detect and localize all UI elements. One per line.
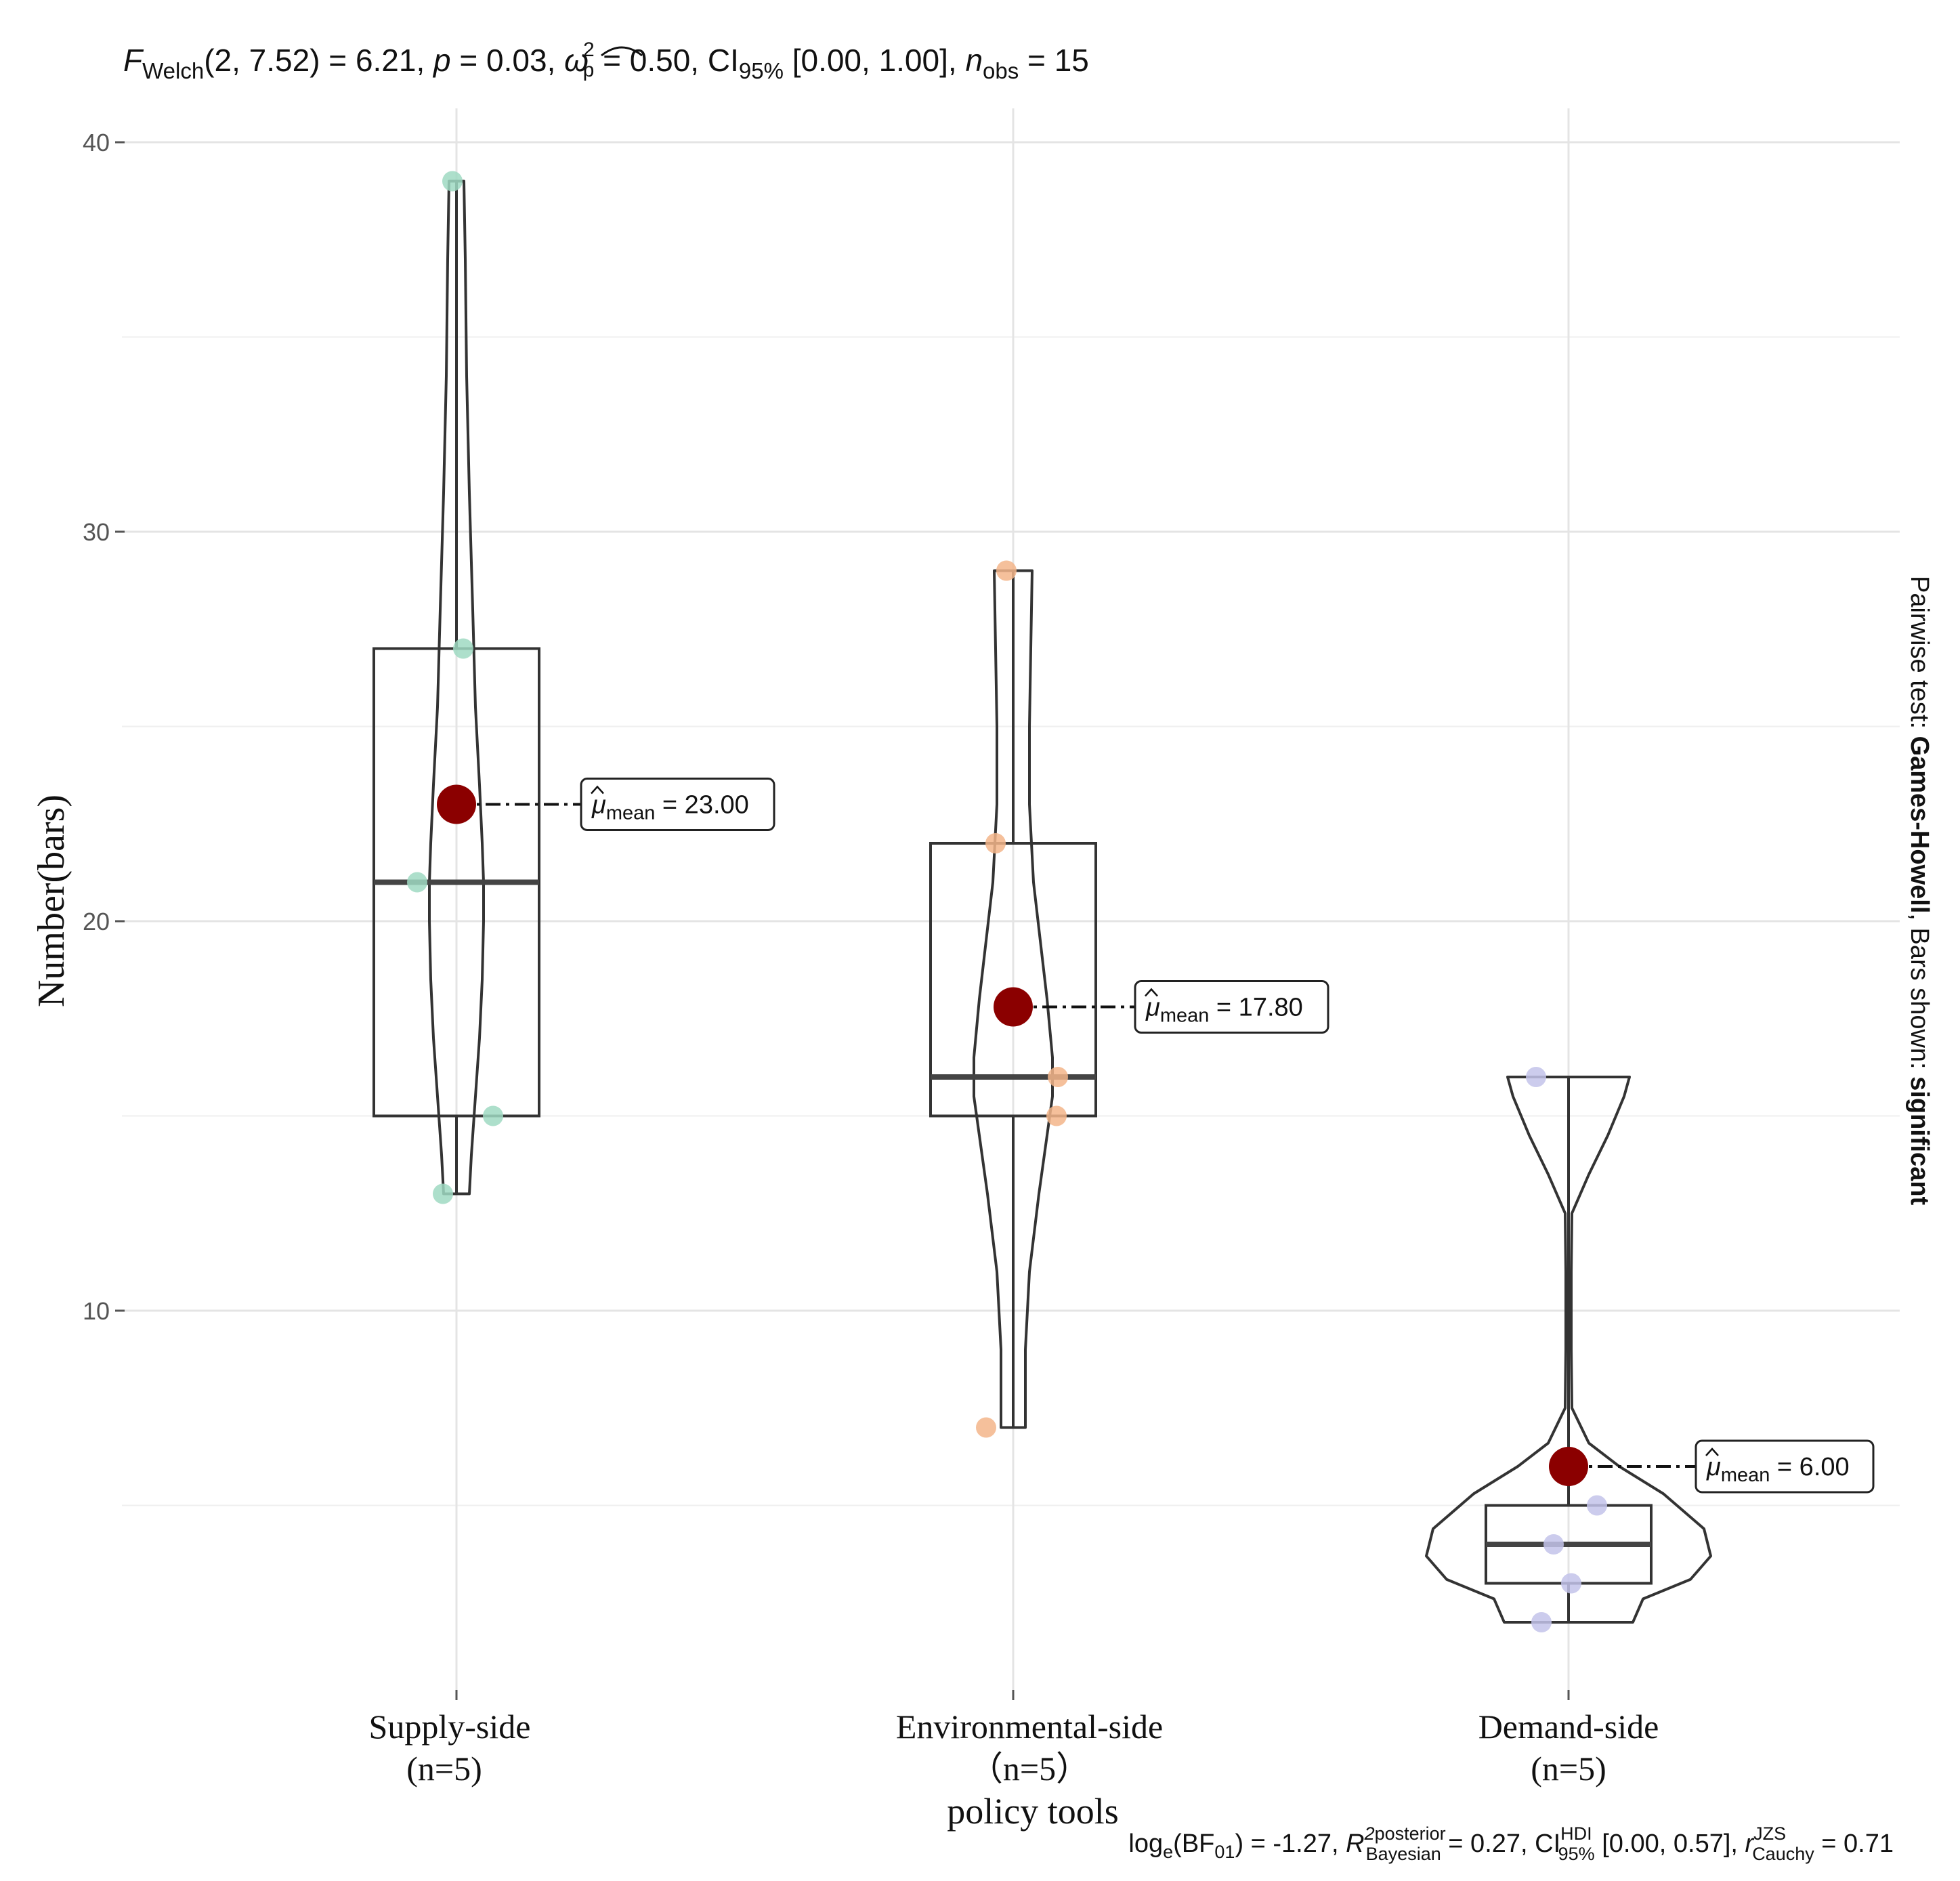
data-point (1587, 1495, 1607, 1516)
mean-label: μmean = 6.00 (1706, 1453, 1850, 1486)
x-category-n: (n=5) (406, 1750, 482, 1788)
data-point (483, 1105, 503, 1126)
violins (428, 179, 1712, 1624)
data-point (1543, 1534, 1564, 1555)
x-axis: Supply-side (n=5) Environmental-side （n=5） D… (369, 1690, 1659, 1788)
data-point (976, 1417, 996, 1438)
data-point (1046, 1105, 1067, 1126)
data-point (407, 872, 427, 893)
mu-hat-icon (1705, 1447, 1719, 1456)
y-tick-label: 40 (83, 129, 110, 156)
x-category-label: Environmental-side (896, 1708, 1163, 1746)
mean-markers: μmean = 23.00 μmean = 17.80 μmean = 6.00 (437, 778, 1875, 1494)
data-point (1531, 1612, 1552, 1632)
violin-3 (1425, 1076, 1712, 1624)
mu-hat-icon (1145, 988, 1158, 997)
grid-lines (122, 108, 1900, 1690)
y-tick-label: 30 (83, 518, 110, 546)
x-category-label: Demand-side (1478, 1708, 1659, 1746)
mean-label-box (1134, 980, 1329, 1034)
y-axis: 10 20 30 40 (83, 129, 125, 1325)
data-points (407, 171, 1607, 1632)
data-point (996, 560, 1017, 581)
mean-label: μmean = 23.00 (591, 791, 749, 824)
x-axis-title: policy tools (947, 1791, 1119, 1832)
data-point (1561, 1573, 1581, 1594)
chart-title-stats: FWelch(2, 7.52) = 6.21, p = 0.03, ω2 p = … (123, 39, 1089, 83)
mean-label-box (1695, 1439, 1875, 1494)
y-axis-title: Number(bars) (30, 795, 72, 1007)
x-category-label: Supply-side (369, 1708, 531, 1746)
data-point (985, 833, 1006, 853)
mu-hat-icon (591, 785, 604, 795)
mean-point (994, 987, 1033, 1027)
mean-point (437, 784, 476, 824)
data-point (433, 1183, 453, 1204)
mean-point (1549, 1447, 1588, 1486)
omega-hat-icon (601, 46, 643, 57)
mean-label: μmean = 17.80 (1145, 994, 1303, 1027)
mean-label-box (580, 778, 775, 831)
y-tick-label: 20 (83, 908, 110, 935)
data-point (1526, 1067, 1546, 1087)
data-point (1048, 1067, 1068, 1087)
x-category-n: (n=5) (1531, 1750, 1606, 1788)
y-tick-label: 10 (83, 1297, 110, 1325)
x-category-n: （n=5） (969, 1750, 1090, 1788)
violin-2 (973, 569, 1054, 1429)
bayesian-stats: loge(BF01) = -1.27, R2posterior Bayesian … (1128, 1823, 1894, 1864)
data-point (442, 171, 463, 192)
data-point (453, 638, 473, 659)
pairwise-caption: Pairwise test: Games-Howell, Bars shown:… (1905, 576, 1934, 1206)
